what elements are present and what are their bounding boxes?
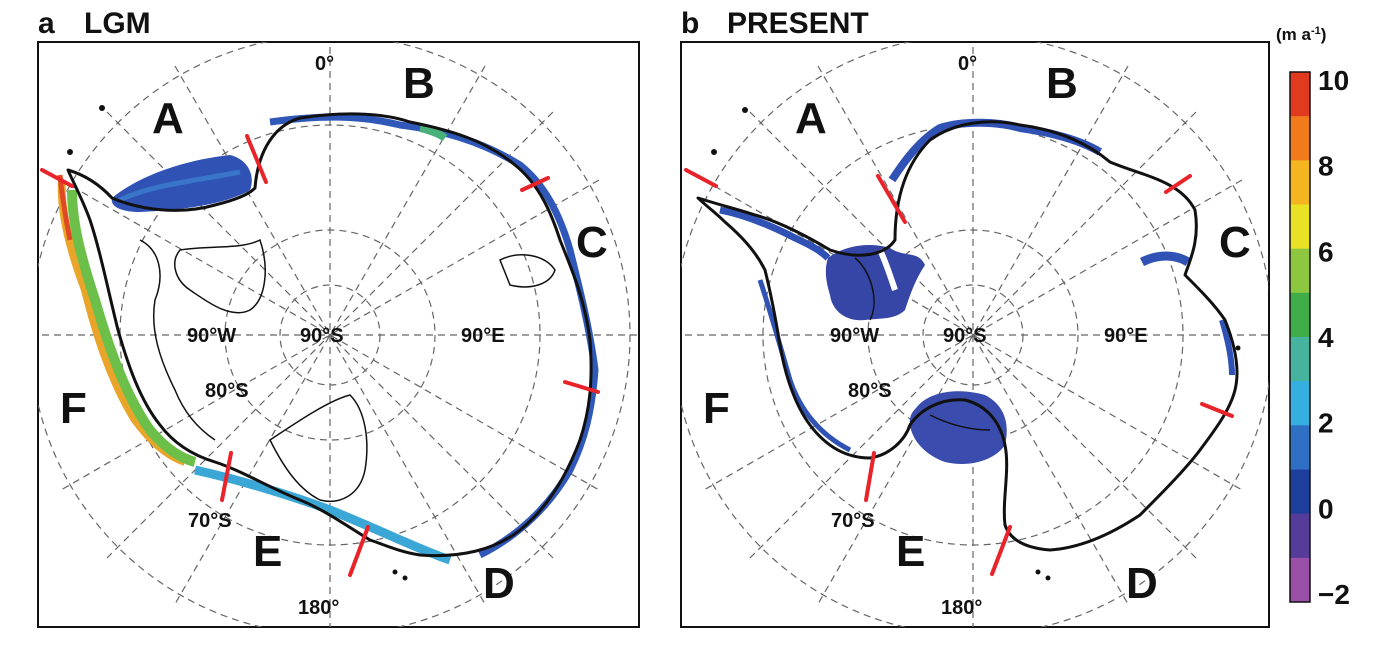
colorbar-segment: [1290, 160, 1310, 205]
panel-a-grounding-line-amery: [499, 254, 556, 288]
panel-a-sector-b: B: [403, 59, 435, 108]
colorbar-segment: [1290, 337, 1310, 382]
divider-d-e: [348, 525, 370, 577]
panel-b-island: [1045, 575, 1051, 581]
colorbar-segment: [1290, 557, 1310, 603]
panel-a-sector-c: C: [576, 218, 608, 267]
panel-a-grounding-line-west: [139, 239, 216, 441]
panel-a-sector-dividers: [40, 134, 600, 577]
panel-a-island: [392, 569, 398, 575]
panel-b-sector-b: B: [1046, 59, 1078, 108]
panel-b-grounding-line-ronne: [854, 257, 875, 321]
colorbar-segment: [1290, 116, 1310, 161]
colorbar-tick-label: 8: [1318, 151, 1334, 182]
divider-c-d: [1200, 402, 1234, 418]
panel-b-sector-c: C: [1219, 218, 1251, 267]
panel-a-lat-70-label: 70°S: [188, 510, 232, 532]
panel-a: a LGM: [37, 7, 640, 628]
divider-d-e: [990, 525, 1012, 576]
divider-c-d: [563, 380, 600, 394]
panel-a-coastline: [66, 112, 593, 558]
colorbar-segment: [1290, 425, 1310, 470]
colorbar-tick-label: 0: [1318, 493, 1334, 524]
divider-b-c: [520, 176, 550, 192]
panel-b-lon-90w-label: 90°W: [830, 325, 879, 347]
panel-b-sector-dividers: [684, 168, 1234, 576]
colorbar-segment: [1290, 292, 1310, 338]
panel-a-grounding-line-ross: [269, 394, 368, 502]
colorbar-frame: [1289, 71, 1311, 603]
divider-f-a: [684, 168, 718, 188]
panel-a-grounding-line-weddell: [174, 238, 266, 314]
panel-b-letter: b: [681, 7, 699, 40]
panel-b-island: [1235, 345, 1241, 351]
colorbar-segment: [1290, 513, 1310, 559]
colorbar-segments: [1290, 72, 1310, 603]
panel-a-melt-patch-green: [419, 124, 448, 142]
panel-a-lon-180-label: 180°: [298, 597, 339, 619]
panel-a-island: [99, 105, 105, 111]
panel-a-letter: a: [38, 7, 55, 40]
panel-a-title: LGM: [84, 7, 151, 40]
panel-a-pole-label: 90°S: [300, 325, 344, 347]
colorbar-segment: [1290, 469, 1310, 515]
panel-a-lat-80-label: 80°S: [205, 380, 249, 402]
panel-b-island: [742, 107, 748, 113]
divider-e-f: [864, 451, 876, 502]
panel-b-grounding-line-ross: [929, 414, 991, 431]
panel-b-melt-patch-east: [1219, 319, 1235, 376]
panel-b-melt-area-ronne: [825, 245, 925, 321]
panel-b-sector-e: E: [896, 527, 925, 576]
colorbar-segment: [1290, 248, 1310, 294]
panel-a-lon-90w-label: 90°W: [187, 325, 236, 347]
colorbar-tick-label: 6: [1318, 236, 1334, 267]
panel-b-sector-a: A: [795, 94, 827, 143]
panel-a-sector-e: E: [253, 527, 282, 576]
colorbar-segment: [1290, 381, 1310, 426]
divider-e-f: [220, 451, 233, 502]
colorbar-segment: [1290, 204, 1310, 250]
panel-a-melt-fringe-ross: [194, 465, 452, 565]
panel-a-melt-area-weddell-inner: [118, 169, 241, 203]
panel-a-melt-fringe-east: [269, 113, 599, 559]
panel-b-melt-patch-amery: [1139, 251, 1191, 267]
panel-b-pole-label: 90°S: [943, 325, 987, 347]
panel-b-sector-d: D: [1126, 559, 1158, 608]
colorbar-segment: [1290, 72, 1310, 117]
colorbar: (m a-1) 10 8 6 4 2 0 −2: [1276, 25, 1350, 610]
panel-b-island: [1035, 569, 1041, 575]
panel-b-lat-70-label: 70°S: [831, 510, 875, 532]
panel-b-melt-fringe-peninsula: [719, 206, 831, 261]
panel-a-lon-0-label: 0°: [315, 53, 334, 75]
panel-b-lon-90e-label: 90°E: [1104, 325, 1148, 347]
panel-a-island: [67, 149, 73, 155]
panel-b-lon-0-label: 0°: [958, 53, 977, 75]
panel-b-sector-f: F: [703, 384, 730, 433]
panel-a-sector-d: D: [483, 559, 515, 608]
colorbar-tick-label: −2: [1318, 579, 1350, 610]
panel-a-melt-fringe-west-inner: [67, 189, 197, 467]
divider-a-b: [245, 134, 268, 184]
panel-a-lon-90e-label: 90°E: [461, 325, 505, 347]
colorbar-tick-label: 4: [1318, 322, 1334, 353]
panel-b-lon-180-label: 180°: [941, 597, 982, 619]
panel-b-island: [711, 149, 717, 155]
panel-b: b PRESENT: [680, 7, 1270, 628]
panel-b-coastline: [696, 120, 1239, 552]
panel-b-melt-fringe-amundsen: [757, 279, 852, 453]
divider-b-c: [1164, 174, 1192, 194]
colorbar-unit: (m a-1): [1276, 25, 1326, 44]
colorbar-ticks: 10 8 6 4 2 0 −2: [1318, 65, 1350, 610]
panel-a-island: [402, 575, 408, 581]
panel-b-lat-80-label: 80°S: [848, 380, 892, 402]
panel-b-title: PRESENT: [727, 7, 869, 40]
panel-a-sector-a: A: [152, 94, 184, 143]
panel-b-grid: [681, 42, 1269, 627]
divider-f-a: [40, 168, 74, 188]
colorbar-tick-label: 2: [1318, 408, 1334, 439]
divider-a-b: [876, 174, 907, 224]
panel-a-sector-f: F: [60, 384, 87, 433]
colorbar-tick-label: 10: [1318, 65, 1349, 96]
